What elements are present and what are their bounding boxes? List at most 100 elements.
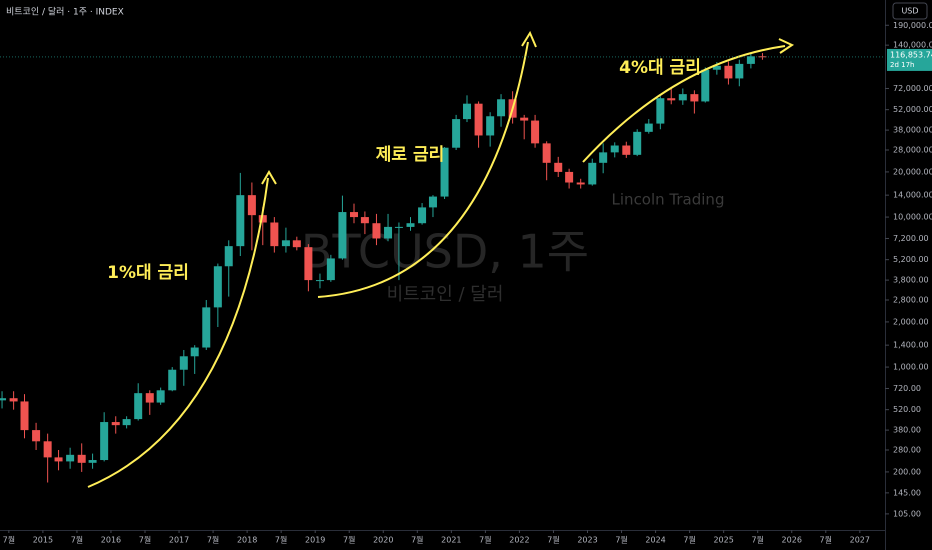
annotation: 제로 금리 — [376, 145, 444, 165]
candle-body — [190, 347, 199, 357]
watermark-subtitle: 비트코인 / 달러 — [387, 284, 504, 305]
candle-body — [20, 401, 29, 431]
candle-body — [588, 162, 597, 185]
candle-body — [633, 131, 642, 155]
candle-body — [712, 65, 721, 70]
candle-body — [292, 240, 301, 248]
x-tick-label: 2016 — [101, 536, 121, 545]
currency-button[interactable] — [892, 2, 928, 20]
y-tick-label: 720.00 — [893, 384, 921, 393]
x-tick-label: 2021 — [441, 536, 461, 545]
x-tick-label: 7월 — [3, 535, 15, 545]
candle-body — [224, 246, 233, 267]
candle-body — [576, 182, 585, 185]
candle-body — [565, 171, 574, 183]
arrow-curve — [87, 177, 269, 488]
candle-body — [350, 212, 358, 218]
currency-label[interactable]: USD — [901, 7, 918, 16]
candle-body — [111, 422, 120, 426]
last-price-label: 116,853.74 — [890, 50, 932, 59]
candle-body — [724, 65, 733, 79]
candle-body — [66, 454, 75, 462]
x-tick-label: 7월 — [479, 535, 491, 545]
candle-body — [338, 212, 347, 259]
x-tick-label: 7월 — [820, 535, 832, 545]
candle-body — [9, 398, 18, 402]
candle-body — [88, 460, 97, 463]
candle-body — [54, 457, 63, 462]
candle-body — [428, 196, 437, 208]
y-tick-label: 280.00 — [893, 445, 921, 454]
credit: Lincoln Trading — [612, 191, 725, 209]
x-tick-label: 7월 — [615, 535, 627, 545]
candle-body — [531, 120, 540, 144]
x-tick-label: 7월 — [751, 535, 763, 545]
y-tick-label: 52,000.00 — [893, 105, 932, 114]
y-tick-label: 2,000.00 — [893, 317, 929, 326]
x-tick-label: 2019 — [305, 536, 325, 545]
candle-body — [610, 145, 619, 153]
y-tick-label: 3,800.00 — [893, 276, 929, 285]
candle-body — [690, 94, 699, 102]
candle-body — [134, 393, 143, 420]
candle-body — [168, 369, 177, 391]
y-tick-label: 28,000.00 — [893, 145, 932, 154]
y-tick-label: 105.00 — [893, 509, 921, 518]
arrows — [87, 30, 795, 488]
candle-body — [326, 258, 335, 281]
y-tick-label: 380.00 — [893, 426, 921, 435]
candle-body — [474, 103, 483, 136]
candle-body — [440, 147, 449, 197]
y-tick-label: 145.00 — [893, 488, 921, 497]
candle-body — [145, 393, 154, 403]
candle-body — [122, 419, 131, 426]
x-tick-label: 2018 — [237, 536, 257, 545]
candle-body — [520, 117, 529, 121]
y-tick-label: 14,000.00 — [893, 191, 932, 200]
candle-body — [701, 69, 710, 102]
candle-body — [497, 99, 506, 117]
candle-body — [542, 143, 551, 163]
candle-body — [678, 94, 687, 101]
countdown: 2d 17h — [890, 61, 914, 69]
x-tick-label: 7월 — [275, 535, 287, 545]
candle-body — [644, 123, 653, 132]
last-price-box — [887, 48, 932, 71]
candle-body — [281, 240, 290, 247]
y-tick-label: 140,000.00 — [893, 41, 932, 50]
candle-body — [77, 454, 86, 463]
x-tick-label: 7월 — [343, 535, 355, 545]
candle-body — [360, 217, 369, 224]
x-tick-label: 2022 — [509, 536, 529, 545]
candle-body — [418, 207, 427, 224]
x-tick-label: 2027 — [850, 536, 870, 545]
arrow-curve — [317, 41, 529, 298]
candle-body — [656, 98, 665, 124]
candle-body — [463, 103, 472, 120]
candle-body — [394, 226, 403, 228]
x-tick-label: 7월 — [207, 535, 219, 545]
arrow-head — [521, 30, 537, 48]
candle-body — [202, 307, 211, 348]
candle-body — [258, 215, 267, 223]
candle-body — [746, 56, 755, 64]
arrow-head — [261, 170, 277, 185]
candle-body — [213, 266, 222, 308]
arrow-curve — [582, 45, 786, 163]
watermark: BTCUSD, 1주 — [301, 225, 589, 279]
candle-body — [384, 226, 393, 239]
x-tick-label: 7월 — [71, 535, 83, 545]
x-tick-label: 2024 — [645, 536, 665, 545]
y-tick-label: 7,200.00 — [893, 234, 929, 243]
x-tick-label: 2023 — [577, 536, 597, 545]
y-tick-label: 190,000.00 — [893, 21, 932, 30]
candle-body — [622, 145, 631, 155]
x-tick-label: 2020 — [373, 536, 393, 545]
y-tick-label: 20,000.00 — [893, 167, 932, 176]
candle-body — [156, 390, 165, 403]
candle-body — [270, 222, 279, 247]
y-tick-label: 2,800.00 — [893, 295, 929, 304]
chart-title: 비트코인 / 달러 · 1주 · INDEX — [6, 6, 124, 18]
